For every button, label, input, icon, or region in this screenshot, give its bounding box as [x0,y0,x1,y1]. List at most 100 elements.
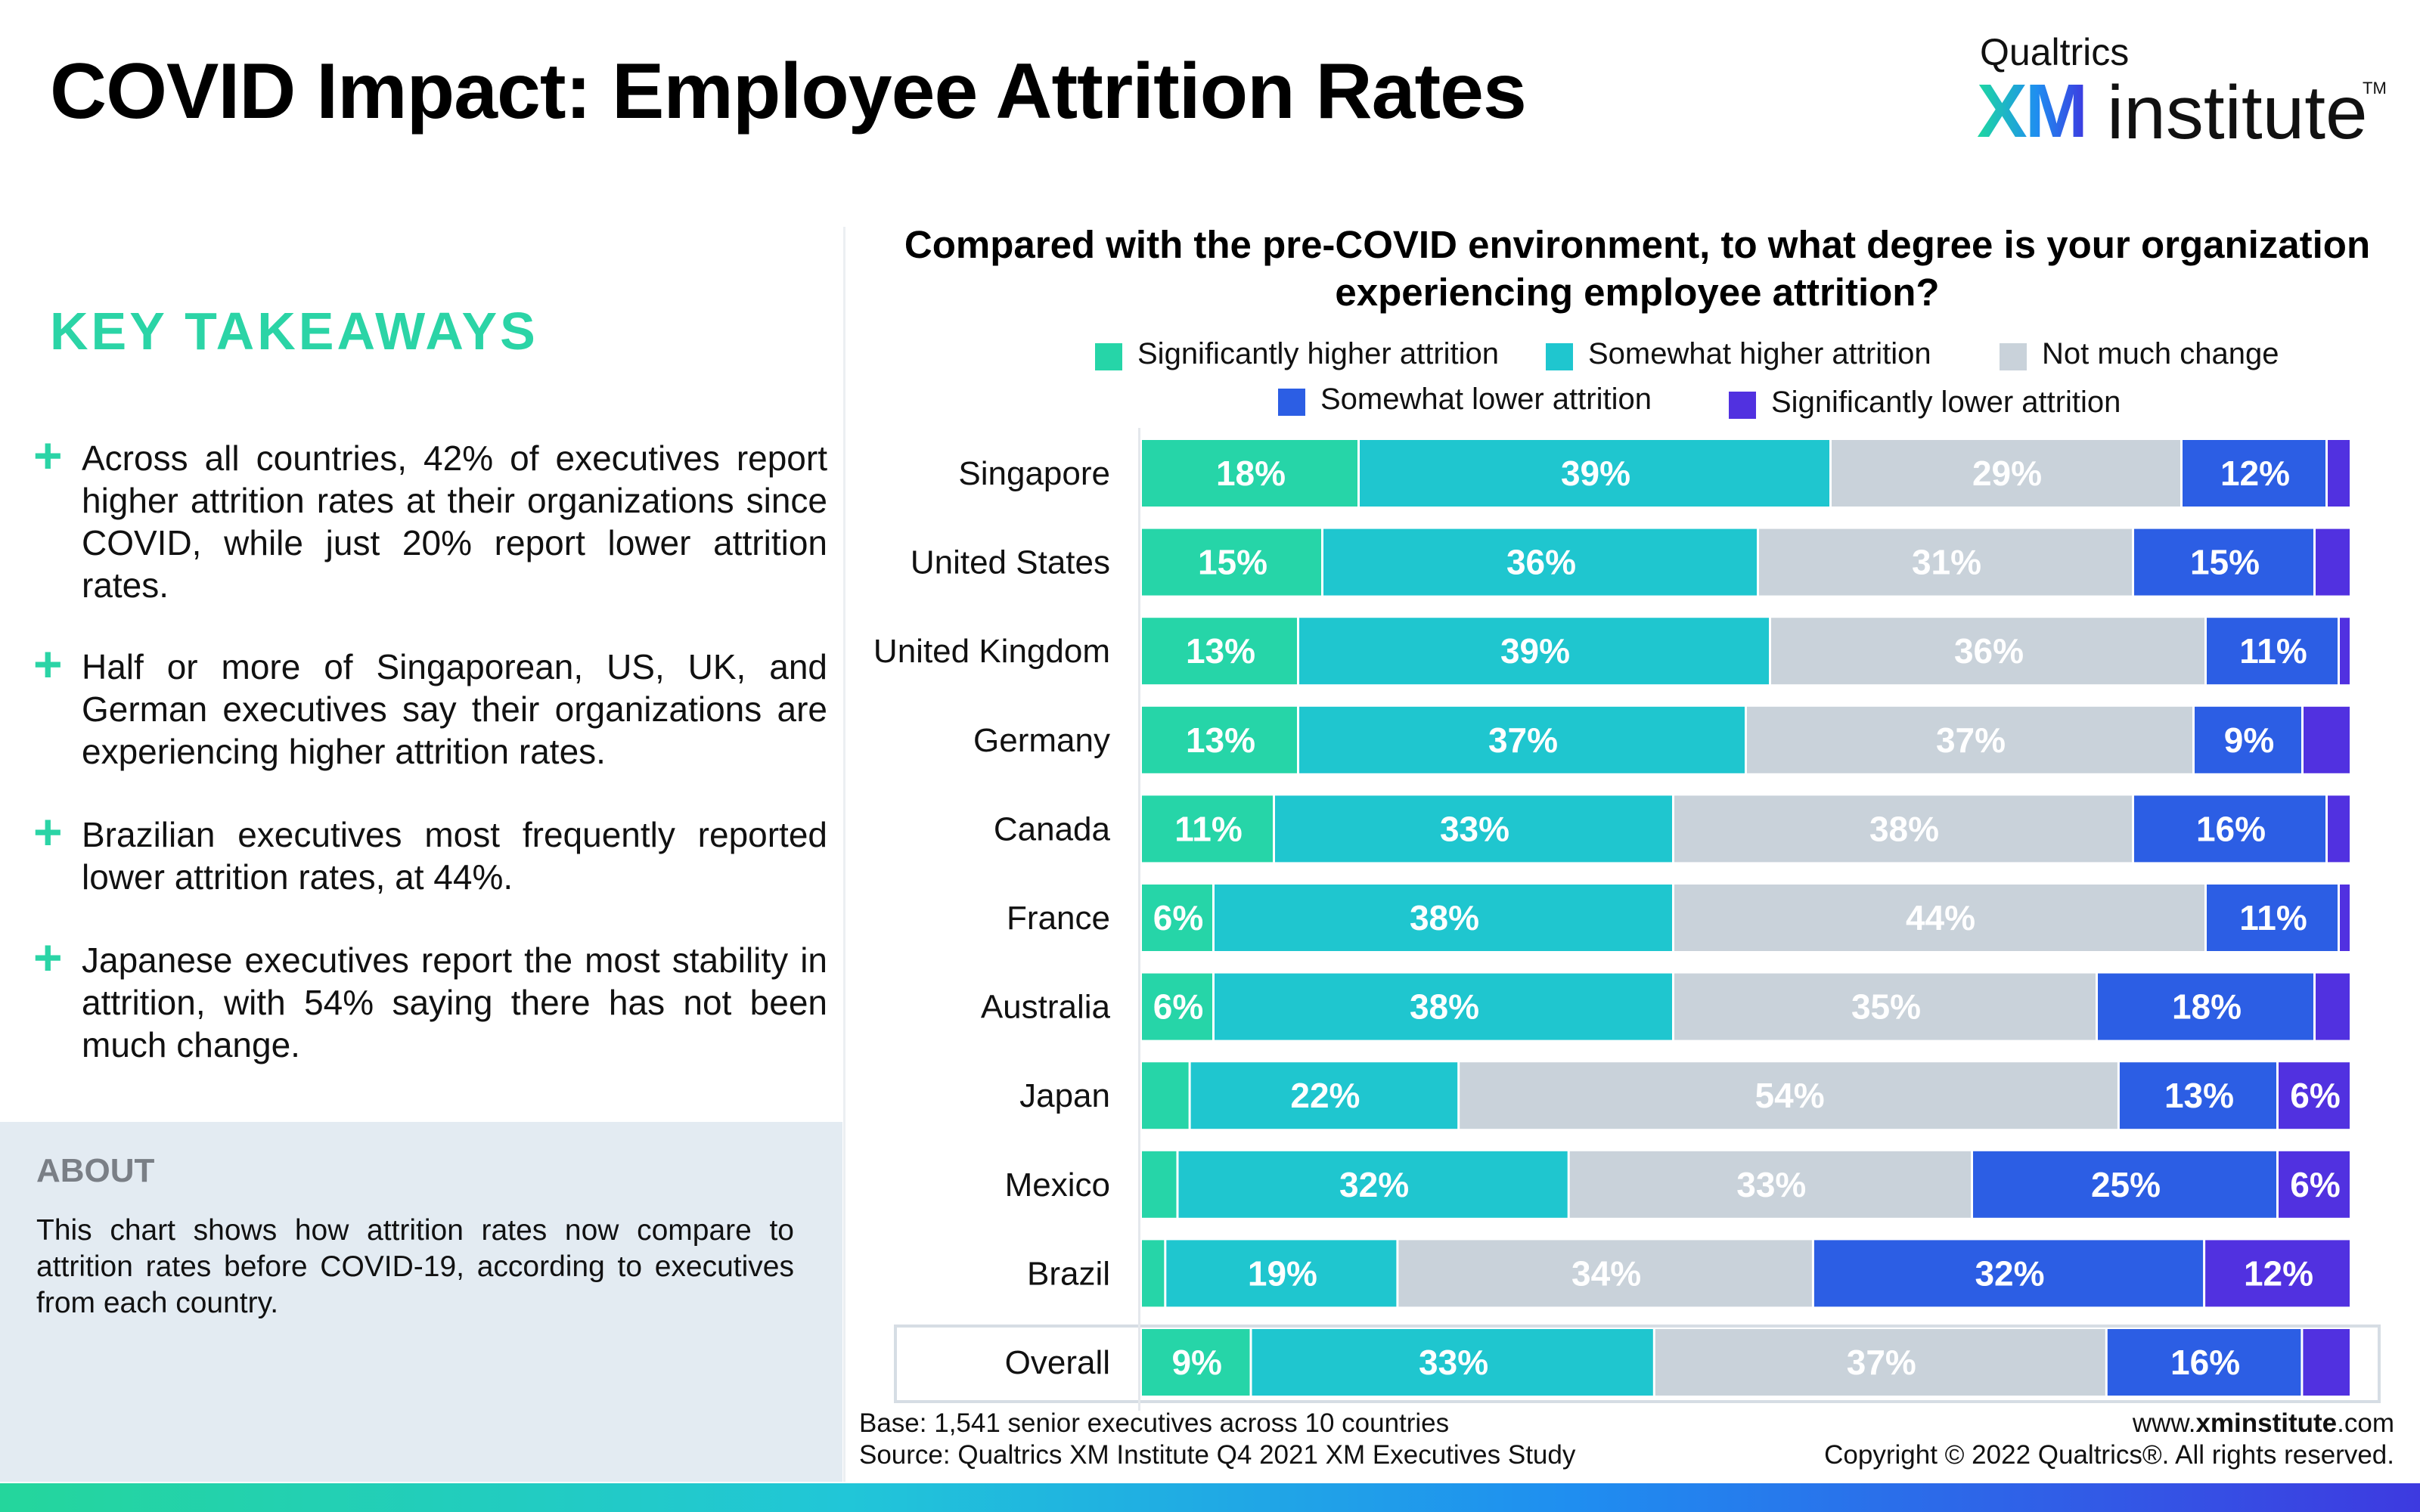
category-label-overall: Overall [1005,1344,1110,1381]
data-label-united-kingdom-not-much-change: 36% [1954,631,2024,671]
bar-france-not-much-change [1674,885,2204,951]
data-label-japan-not-much-change: 54% [1755,1076,1825,1115]
bar-australia-not-much-change [1674,973,2096,1040]
bar-australia-significantly-lower-attrition [2316,973,2350,1040]
data-label-united-states-not-much-change: 31% [1912,543,1981,582]
bar-france-somewhat-lower-attrition [2207,885,2338,951]
bar-mexico-significantly-higher-attrition [1142,1151,1177,1218]
logo-institute-text: institute [2107,70,2368,155]
category-label-canada: Canada [994,810,1111,847]
bar-japan-somewhat-lower-attrition [2119,1062,2276,1129]
brand-gradient-bar [0,1483,2420,1512]
category-label-germany: Germany [973,722,1110,759]
bar-canada-somewhat-higher-attrition [1275,795,1672,863]
bar-brazil-significantly-lower-attrition [2205,1240,2350,1307]
footer-base: Base: 1,541 senior executives across 10 … [859,1408,1450,1438]
logo-trademark: TM [2363,79,2387,98]
about-panel [0,1122,842,1482]
bar-united-states-somewhat-lower-attrition [2134,528,2313,596]
data-label-united-states-somewhat-higher-attrition: 36% [1506,543,1576,582]
bar-france-somewhat-higher-attrition [1215,885,1672,951]
data-label-singapore-significantly-higher-attrition: 18% [1216,454,1286,493]
data-label-canada-somewhat-lower-attrition: 16% [2196,809,2266,848]
stacked-bar-chart: Singapore 18% 39% 29% 12% United States 15% 36%… [873,440,2350,1396]
about-text: This chart shows how attrition rates now… [36,1214,794,1319]
data-label-germany-somewhat-lower-attrition: 9% [2224,720,2274,760]
legend-label: Somewhat lower attrition [1320,383,1652,416]
plus-icon: + [33,929,63,985]
legend-swatch [1278,389,1305,416]
bar-mexico-somewhat-lower-attrition [1973,1151,2276,1218]
bar-singapore-not-much-change [1832,440,2180,507]
legend-swatch [1729,392,1756,419]
data-label-united-kingdom-somewhat-lower-attrition: 11% [2239,631,2307,671]
bar-france-significantly-lower-attrition [2340,885,2350,951]
data-label-france-not-much-change: 44% [1906,898,1975,937]
data-label-germany-not-much-change: 37% [1936,720,2006,760]
data-label-australia-somewhat-lower-attrition: 18% [2172,987,2242,1027]
legend-swatch [1095,343,1122,370]
data-label-germany-significantly-higher-attrition: 13% [1186,720,1255,760]
data-label-canada-significantly-higher-attrition: 11% [1174,809,1243,848]
bar-united-states-somewhat-higher-attrition [1323,528,1757,596]
bar-germany-significantly-lower-attrition [2304,706,2350,773]
data-label-united-kingdom-significantly-higher-attrition: 13% [1186,631,1255,671]
category-label-brazil: Brazil [1027,1255,1110,1292]
data-label-germany-somewhat-higher-attrition: 37% [1488,720,1558,760]
data-label-japan-somewhat-higher-attrition: 22% [1290,1076,1360,1115]
logo-brand-text: Qualtrics [1980,31,2130,73]
bar-united-states-not-much-change [1759,528,2132,596]
data-label-united-states-somewhat-lower-attrition: 15% [2190,543,2260,582]
category-label-united-kingdom: United Kingdom [873,633,1110,670]
data-label-australia-significantly-higher-attrition: 6% [1153,987,1203,1027]
data-label-overall-significantly-higher-attrition: 9% [1171,1343,1221,1382]
bar-japan-somewhat-higher-attrition [1190,1062,1458,1129]
legend-swatch [2000,343,2027,370]
data-label-overall-not-much-change: 37% [1847,1343,1916,1382]
bar-australia-somewhat-higher-attrition [1215,973,1672,1040]
legend-label: Significantly lower attrition [1771,386,2121,419]
bar-germany-somewhat-lower-attrition [2195,706,2301,773]
data-label-france-somewhat-higher-attrition: 38% [1410,898,1479,937]
data-label-france-significantly-higher-attrition: 6% [1153,898,1203,937]
data-label-singapore-somewhat-higher-attrition: 39% [1561,454,1630,493]
data-label-japan-somewhat-lower-attrition: 13% [2164,1076,2234,1115]
footer-url[interactable]: www.xminstitute.com [2133,1408,2394,1439]
data-label-brazil-somewhat-lower-attrition: 32% [1975,1253,2044,1293]
bar-united-kingdom-significantly-higher-attrition [1142,618,1297,685]
data-label-brazil-somewhat-higher-attrition: 19% [1248,1253,1317,1293]
data-label-singapore-somewhat-lower-attrition: 12% [2220,454,2290,493]
bar-mexico-significantly-lower-attrition [2279,1151,2350,1218]
bar-canada-significantly-lower-attrition [2328,795,2350,863]
bar-brazil-somewhat-lower-attrition [1813,1240,2204,1307]
bar-brazil-not-much-change [1398,1240,1812,1307]
bar-mexico-not-much-change [1569,1151,1971,1218]
data-label-brazil-significantly-lower-attrition: 12% [2244,1253,2313,1293]
bar-overall-somewhat-higher-attrition [1252,1329,1653,1396]
legend-label: Significantly higher attrition [1137,337,1500,370]
data-label-singapore-not-much-change: 29% [1972,454,2042,493]
data-label-brazil-not-much-change: 34% [1571,1253,1641,1293]
plus-icon: + [33,636,63,692]
bar-united-kingdom-not-much-change [1771,618,2204,685]
category-axis-line [1138,428,1140,1411]
legend-label: Somewhat higher attrition [1588,337,1931,370]
data-label-canada-somewhat-higher-attrition: 33% [1440,809,1509,848]
data-label-mexico-somewhat-lower-attrition: 25% [2091,1165,2161,1204]
footer-url-bold: xminstitute [2195,1408,2338,1438]
bar-france-significantly-higher-attrition [1142,885,1212,951]
data-label-overall-somewhat-higher-attrition: 33% [1419,1343,1488,1382]
takeaway-text: Japanese executives report the most stab… [82,940,827,1064]
data-label-france-somewhat-lower-attrition: 11% [2239,898,2307,937]
bar-singapore-significantly-lower-attrition [2328,440,2350,507]
bar-germany-somewhat-higher-attrition [1299,706,1745,773]
data-label-australia-not-much-change: 35% [1851,987,1921,1027]
bar-australia-significantly-higher-attrition [1142,973,1212,1040]
column-divider [843,227,845,1482]
qualtrics-xm-institute-logo: Qualtrics XM institute TM [1977,30,2387,155]
plus-icon: + [33,427,63,483]
bar-united-kingdom-somewhat-lower-attrition [2207,618,2338,685]
bar-germany-not-much-change [1747,706,2192,773]
chart-title: Compared with the pre-COVID environment,… [904,223,2371,314]
takeaway-text: Half or more of Singaporean, US, UK, and… [82,647,827,771]
